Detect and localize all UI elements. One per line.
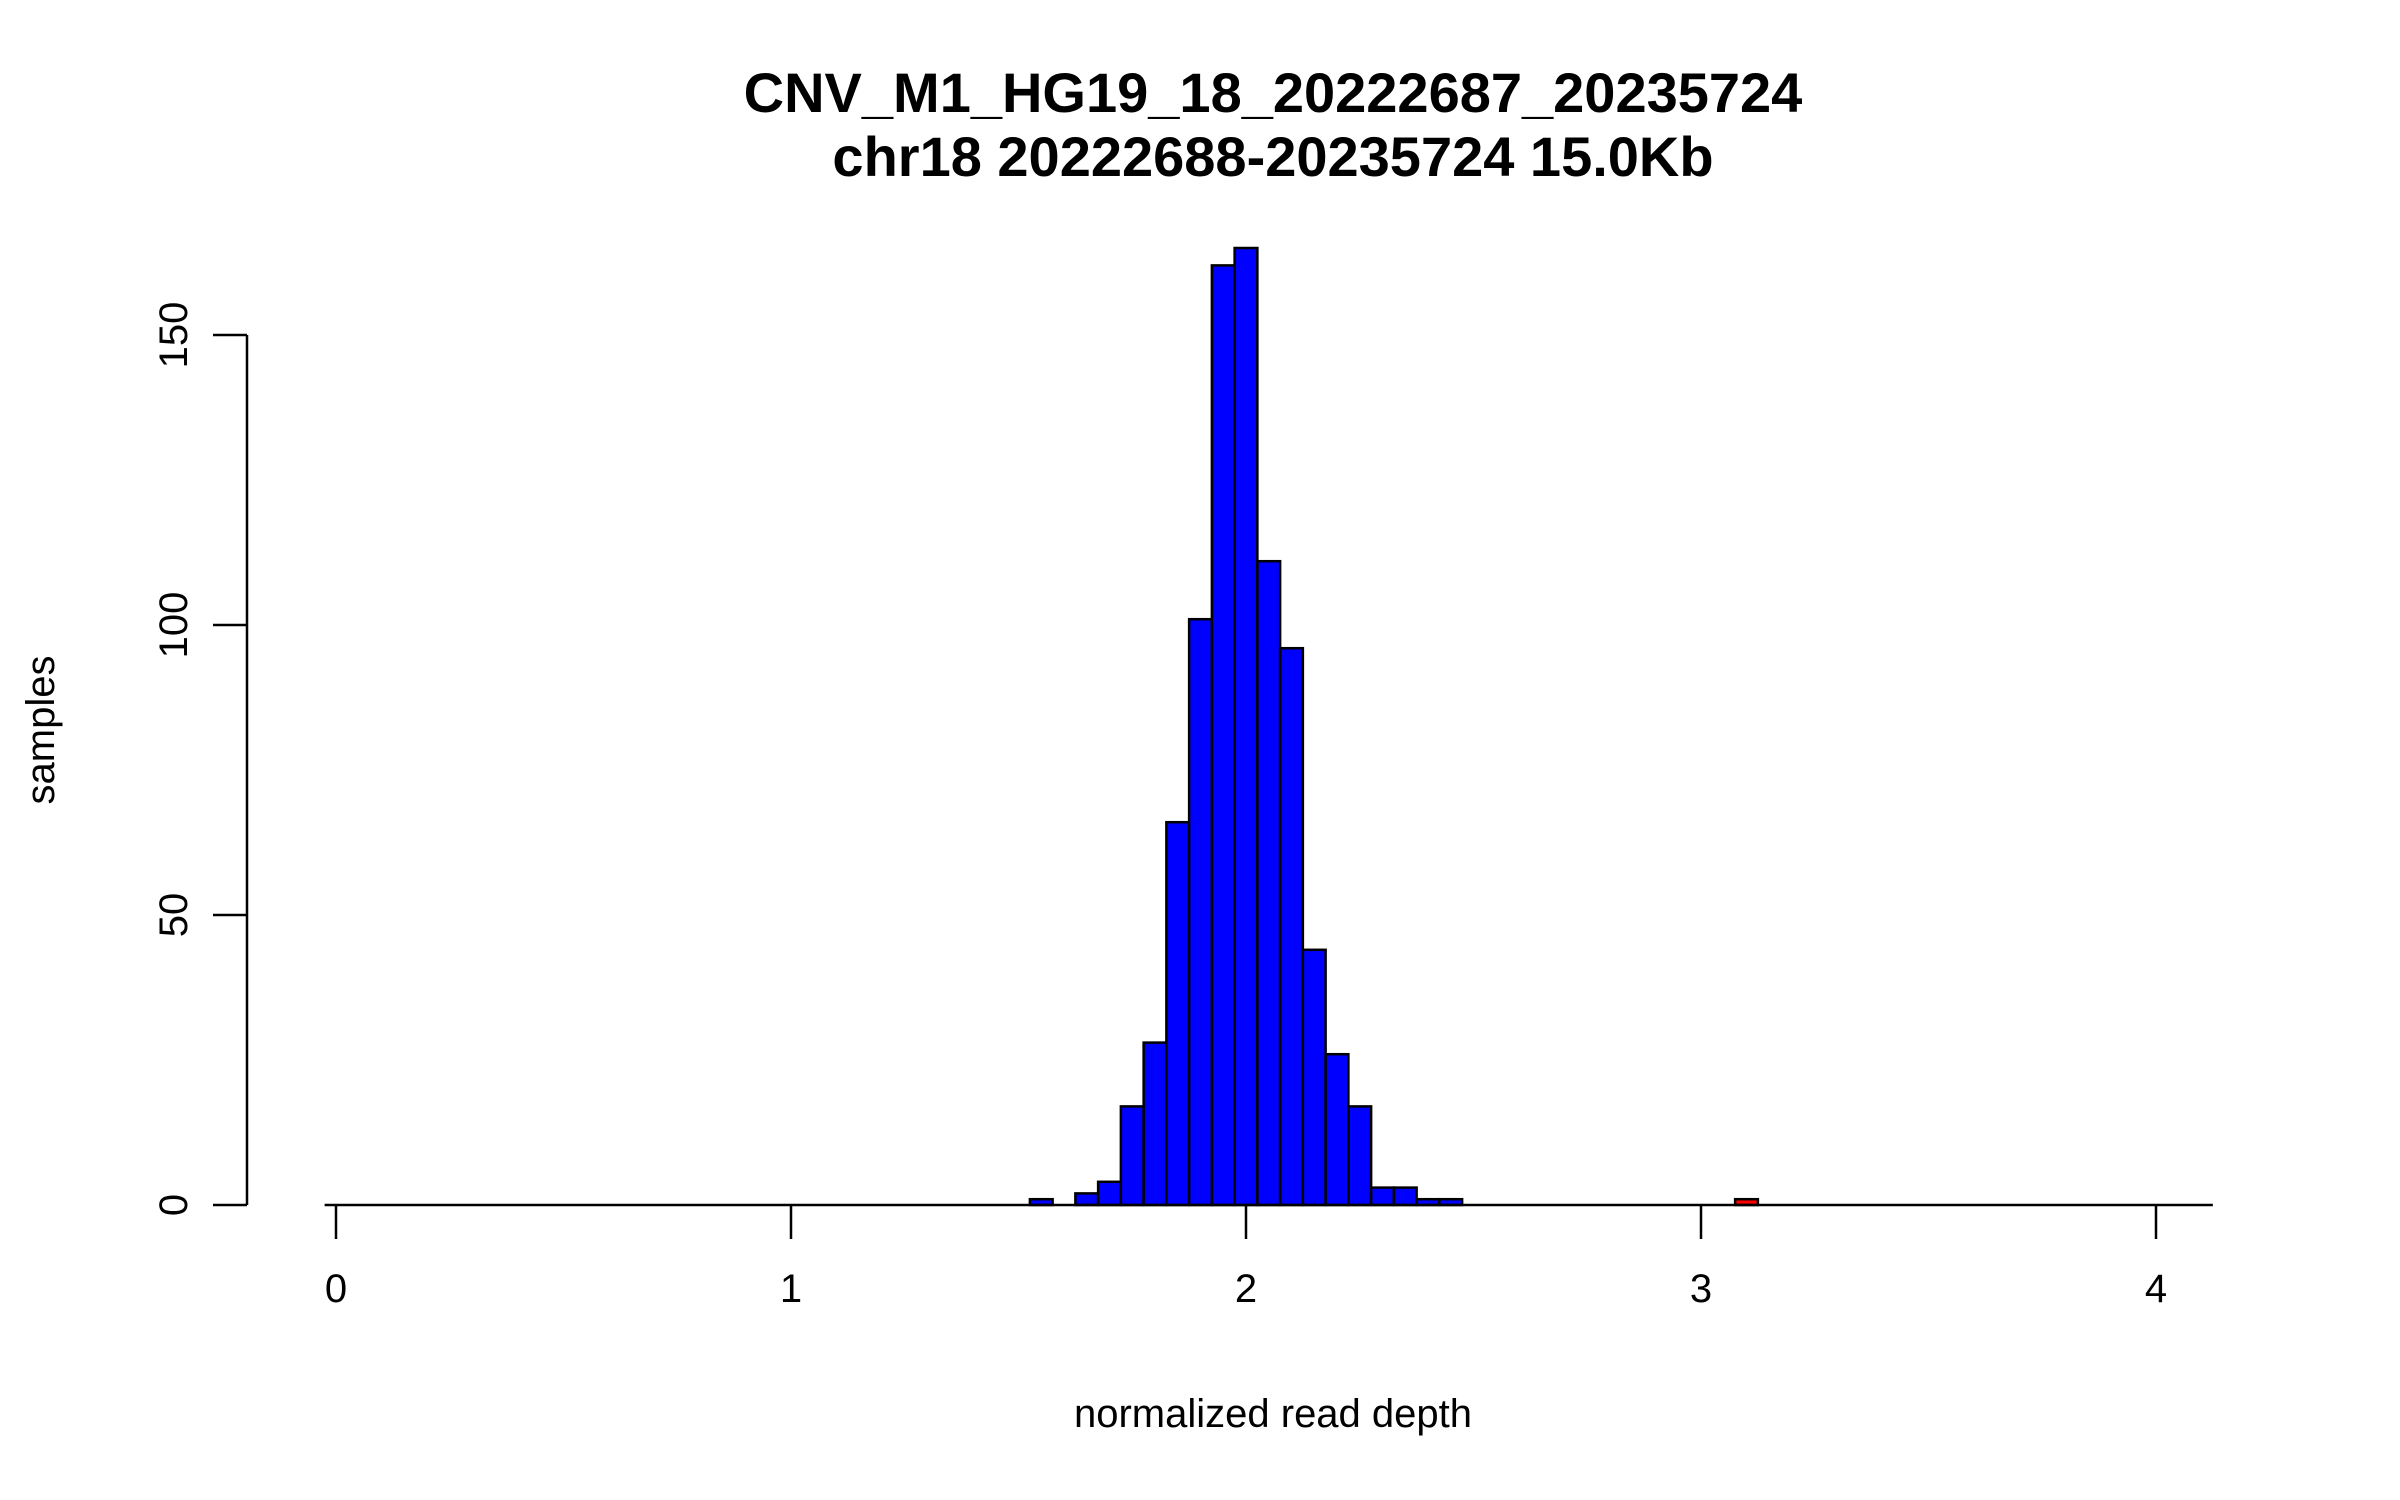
y-axis-label: samples [19,656,63,805]
x-tick-label: 2 [1235,1267,1257,1311]
histogram-bar [1324,1052,1350,1207]
x-ticks-group: 0 1 2 3 4 [325,1205,2167,1311]
x-axis-label: normalized read depth [1074,1392,1472,1436]
histogram-bar [1369,1186,1396,1207]
y-ticks-group: 0 50 100 150 [152,302,247,1216]
histogram-bar [1347,1105,1373,1207]
chart-title: CNV_M1_HG19_18_20222687_20235724 [744,61,1803,124]
histogram-bar [1278,646,1305,1207]
histogram-bar [1074,1192,1100,1207]
histogram-bar [1392,1186,1418,1207]
y-tick-label: 150 [152,302,196,369]
x-tick-label: 0 [325,1267,347,1311]
histogram-bar [1187,617,1214,1207]
y-axis: 0 50 100 150 [152,302,249,1216]
histogram-bar [1256,559,1282,1207]
x-axis: 0 1 2 3 4 [325,1205,2167,1311]
histogram-bar [1233,246,1259,1207]
histogram-bar [1096,1180,1123,1207]
histogram-bar [1142,1041,1168,1207]
bars-group [1028,246,1760,1207]
y-tick-label: 0 [152,1194,196,1216]
histogram-bar [1119,1105,1145,1207]
x-tick-label: 1 [780,1267,802,1311]
histogram-bar [1210,264,1236,1207]
x-tick-label: 4 [2145,1267,2167,1311]
x-tick-label: 3 [1690,1267,1712,1311]
histogram-bar [1165,820,1191,1207]
chart-subtitle: chr18 20222688-20235724 15.0Kb [832,125,1713,188]
histogram-bar [1301,948,1327,1207]
y-tick-label: 50 [152,893,196,938]
y-tick-label: 100 [152,592,196,659]
